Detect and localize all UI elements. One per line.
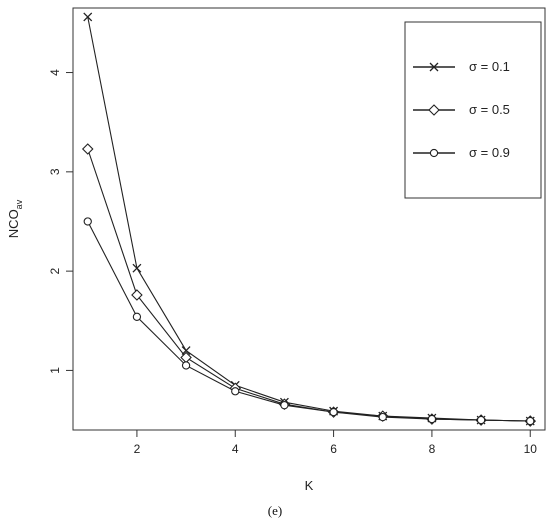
y-axis-label-subscript: av bbox=[14, 199, 24, 209]
data-point-sigma-0-9 bbox=[280, 401, 289, 410]
x-tick-label: 2 bbox=[134, 442, 141, 456]
y-tick-label: 2 bbox=[48, 267, 62, 274]
legend-label-sigma-0-1: σ = 0.1 bbox=[469, 59, 510, 74]
y-tick-label: 3 bbox=[48, 168, 62, 175]
data-point-sigma-0-9 bbox=[181, 361, 191, 370]
data-point-sigma-0-9 bbox=[329, 407, 338, 417]
x-tick-label: 4 bbox=[232, 442, 239, 456]
series-line-sigma-0-9 bbox=[87, 221, 531, 422]
data-point-sigma-0-9 bbox=[378, 412, 387, 422]
y-axis-label-main: NCO bbox=[6, 209, 21, 238]
data-point-sigma-0-9 bbox=[476, 415, 486, 425]
x-tick-label: 10 bbox=[524, 442, 538, 456]
figure-caption: (e) bbox=[267, 503, 283, 518]
plot-frame bbox=[72, 7, 546, 431]
x-axis-label: K bbox=[305, 478, 314, 493]
data-point-sigma-0-9 bbox=[231, 387, 240, 396]
data-point-sigma-0-9 bbox=[427, 414, 437, 424]
data-point-sigma-0-9 bbox=[83, 217, 92, 226]
legend-label-sigma-0-9: σ = 0.9 bbox=[469, 145, 510, 160]
legend-marker-sigma-0-5 bbox=[428, 104, 440, 116]
data-point-sigma-0-1 bbox=[83, 12, 93, 22]
data-point-sigma-0-9 bbox=[132, 312, 142, 321]
legend-label-sigma-0-5: σ = 0.5 bbox=[469, 102, 510, 117]
legend: σ = 0.1 σ = 0.5 σ = 0.9 bbox=[404, 21, 542, 199]
data-point-sigma-0-5 bbox=[131, 289, 143, 301]
y-axis-label: NCOav bbox=[6, 199, 24, 238]
y-tick-label: 4 bbox=[48, 69, 62, 76]
series-sigma-0-9 bbox=[83, 217, 535, 426]
data-point-sigma-0-1 bbox=[181, 346, 191, 356]
data-point-sigma-0-5 bbox=[81, 143, 94, 155]
x-tick-label: 6 bbox=[330, 442, 337, 456]
x-tick-label: 8 bbox=[429, 442, 436, 456]
legend-marker-sigma-0-9 bbox=[429, 148, 439, 158]
legend-marker-sigma-0-1 bbox=[429, 62, 439, 72]
data-point-sigma-0-1 bbox=[132, 263, 142, 273]
data-point-sigma-0-9 bbox=[526, 416, 535, 426]
y-tick-label: 1 bbox=[48, 367, 62, 374]
series-layer bbox=[81, 12, 537, 427]
